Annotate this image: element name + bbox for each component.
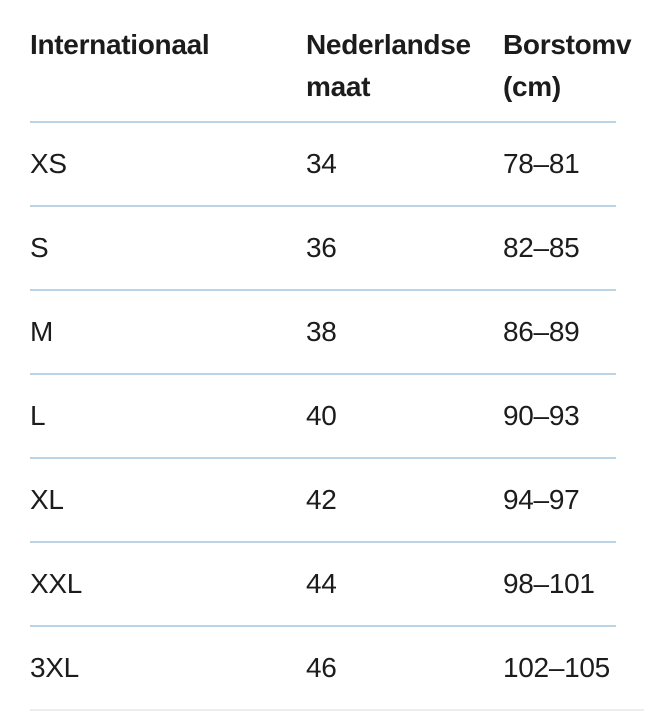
cell-international-size: L [30,400,46,431]
column-header-chest-line2: (cm) [503,71,561,102]
table-row-xl: XL 42 94–97 [0,459,648,541]
cell-chest-range: 102–105 [503,652,610,683]
bottom-divider [30,709,644,711]
cell-chest-range: 90–93 [503,400,580,431]
row-separator [30,541,616,543]
column-header-dutch-size: Nederlandse maat [306,24,503,121]
column-header-international-line1: Internationaal [30,29,210,60]
cell-chest-range: 82–85 [503,232,580,263]
column-header-international: Internationaal [30,24,306,121]
row-separator [30,457,616,459]
table-row-xs: XS 34 78–81 [0,123,648,205]
cell-dutch-size: 40 [306,400,337,431]
cell-international-size: XXL [30,568,83,599]
cell-international-size: XL [30,484,64,515]
cell-international-size: S [30,232,49,263]
cell-dutch-size: 44 [306,568,337,599]
row-separator [30,289,616,291]
column-header-dutch-size-line1: Nederlandse [306,29,471,60]
column-header-chest-circumference: Borstomv (cm) [503,24,648,121]
cell-dutch-size: 38 [306,316,337,347]
cell-chest-range: 94–97 [503,484,580,515]
cell-dutch-size: 42 [306,484,337,515]
cell-chest-range: 98–101 [503,568,595,599]
table-row-xxl: XXL 44 98–101 [0,543,648,625]
row-separator [30,121,616,123]
column-header-dutch-size-line2: maat [306,71,371,102]
cell-chest-range: 86–89 [503,316,580,347]
column-header-chest-line1: Borstomv [503,29,632,60]
cell-chest-range: 78–81 [503,148,580,179]
cell-dutch-size: 46 [306,652,337,683]
table-row-s: S 36 82–85 [0,207,648,289]
cell-international-size: M [30,316,54,347]
cell-dutch-size: 36 [306,232,337,263]
row-separator [30,205,616,207]
table-row-m: M 38 86–89 [0,291,648,373]
cell-dutch-size: 34 [306,148,337,179]
row-separator [30,625,616,627]
cell-international-size: 3XL [30,652,79,683]
table-row-3xl: 3XL 46 102–105 [0,627,648,709]
cell-international-size: XS [30,148,67,179]
table-row-l: L 40 90–93 [0,375,648,457]
size-table-header-row: Internationaal Nederlandse maat Borstomv… [0,0,648,121]
row-separator [30,373,616,375]
